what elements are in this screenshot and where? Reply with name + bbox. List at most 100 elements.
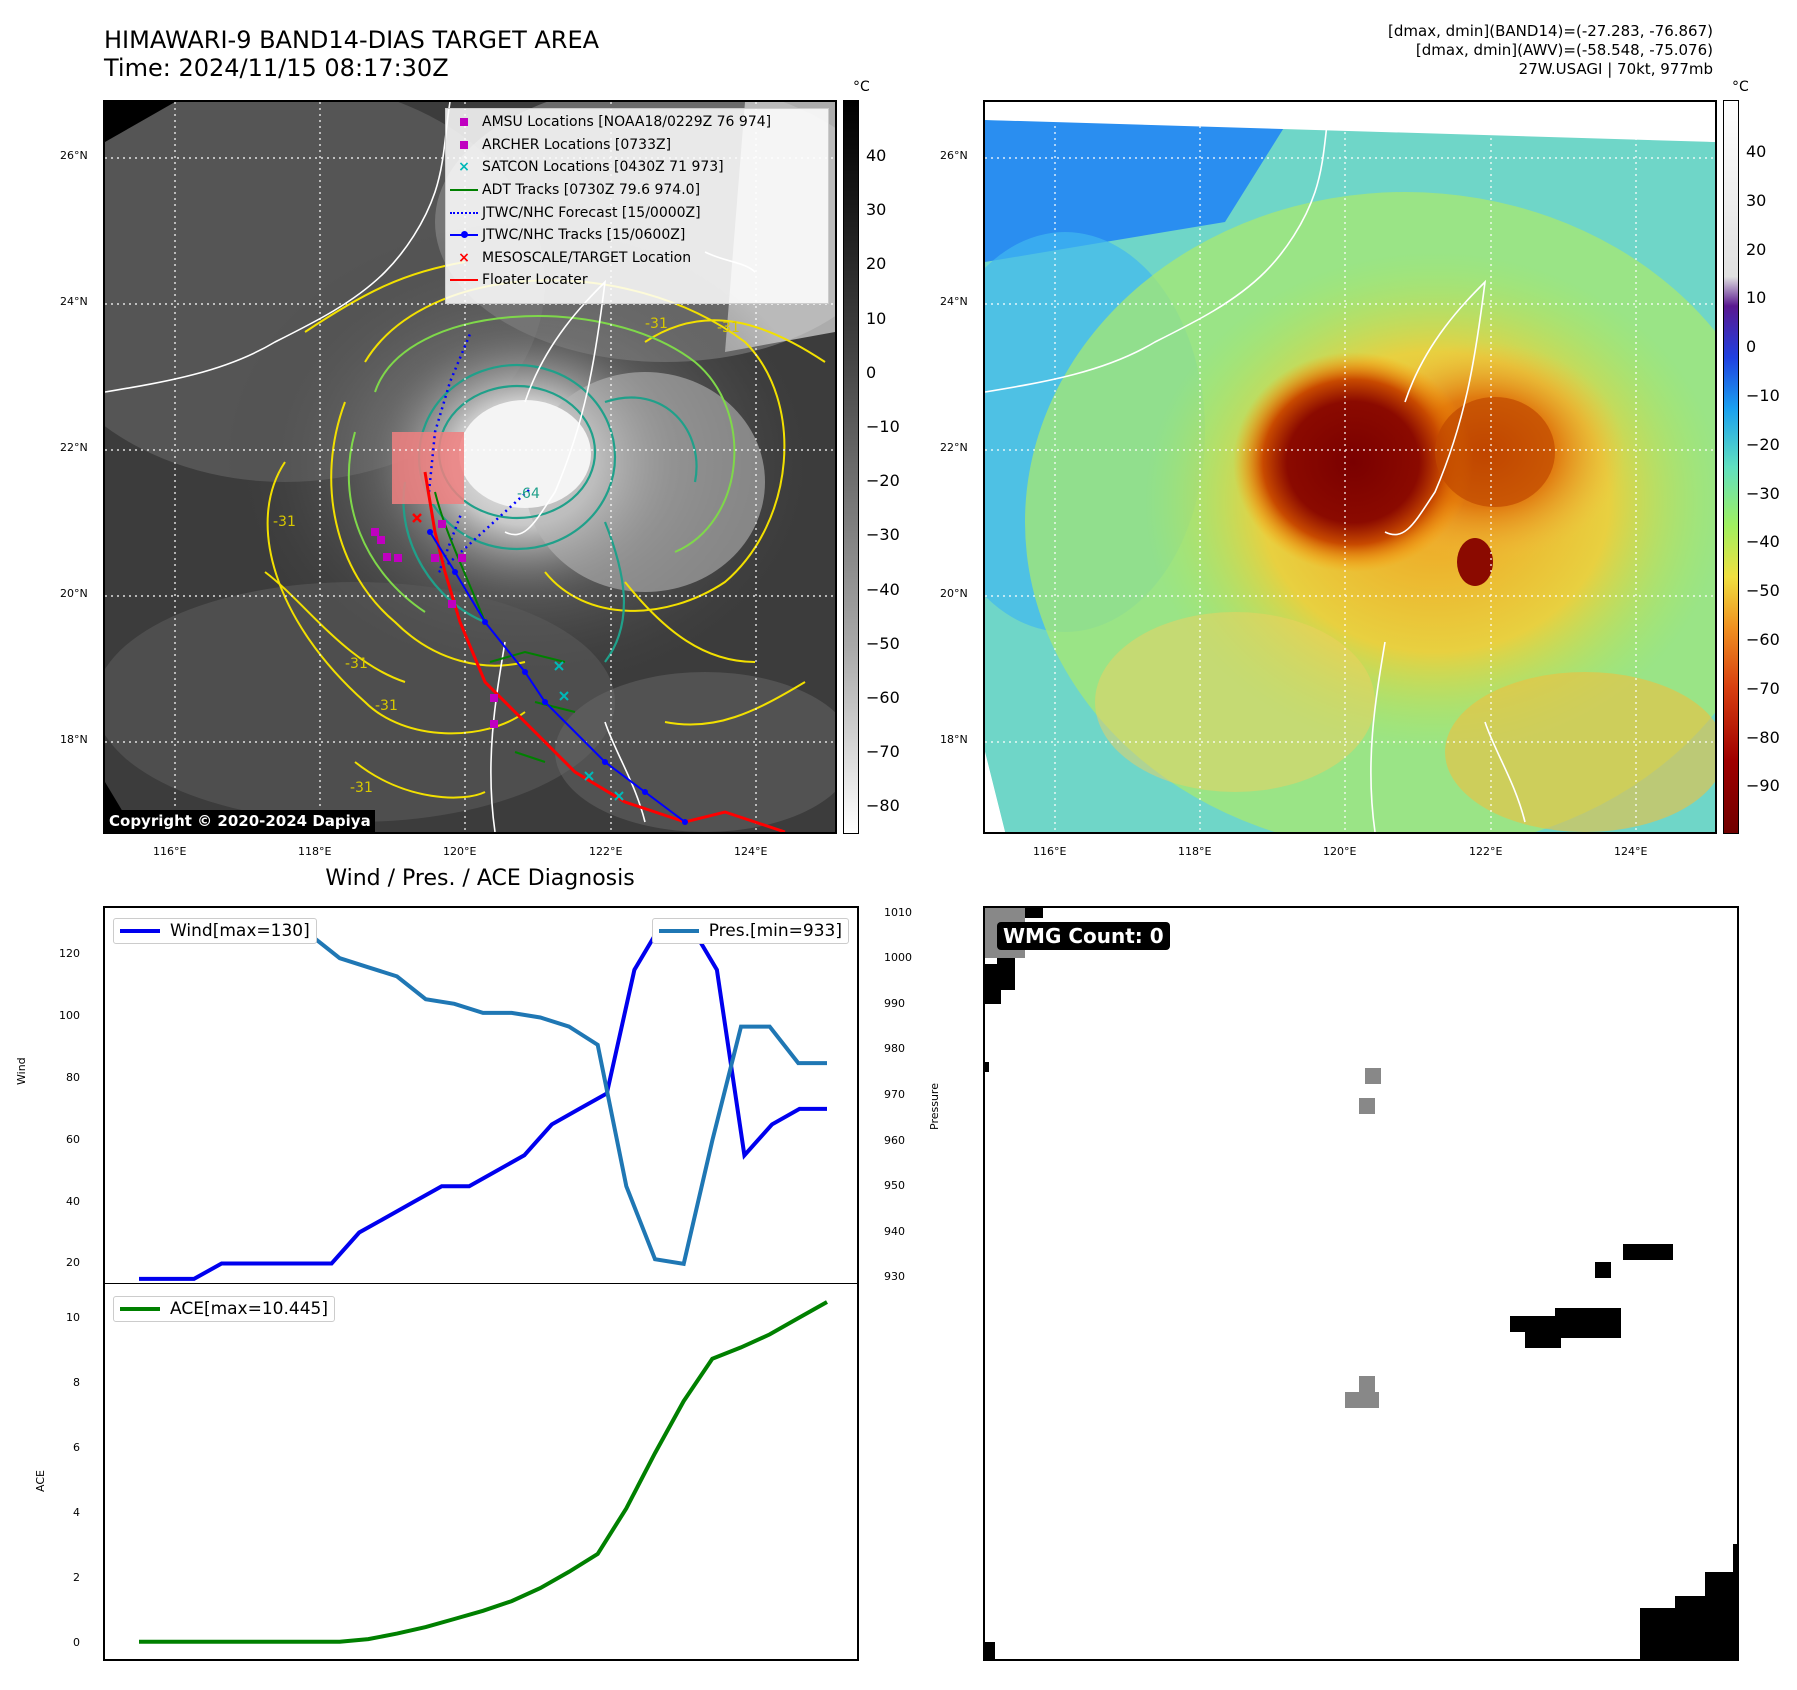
- legend-item: Floater Locater: [446, 269, 828, 292]
- legend-label: Floater Locater: [482, 272, 588, 289]
- color-coastline: [985, 102, 1526, 832]
- colorbar-tick-label: 10: [866, 308, 887, 328]
- lon-label: 122°E: [589, 845, 623, 858]
- axis-tick-label: 980: [884, 1042, 905, 1056]
- target-location-marker: [412, 513, 422, 523]
- axis-tick-label: 2: [73, 1570, 80, 1584]
- lon-label: 120°E: [443, 845, 477, 858]
- colorbar-tick-label: −80: [1746, 727, 1780, 747]
- colorbar-tick-label: 30: [1746, 190, 1767, 210]
- map-legend: AMSU Locations [NOAA18/0229Z 76 974] ARCH…: [445, 108, 829, 304]
- legend-item: × SATCON Locations [0430Z 71 973]: [446, 156, 828, 179]
- colorbar-tick-label: 40: [866, 146, 887, 165]
- lon-label: 124°E: [1614, 845, 1648, 858]
- wmg-panel: WMG Count: 0: [983, 906, 1739, 1661]
- axis-tick-label: 1000: [884, 951, 912, 965]
- lon-label: 122°E: [1469, 845, 1503, 858]
- satcon-points: [554, 661, 624, 801]
- ir-map-panel: -31 -31 -31 -31 -31 -31 -64 AMSU Locatio…: [103, 100, 837, 834]
- ace-svg: [139, 1300, 828, 1644]
- pres-legend-label: Pres.[min=933]: [708, 921, 842, 941]
- diagnosis-title: Wind / Pres. / ACE Diagnosis: [325, 866, 635, 891]
- contour-label: -31: [345, 656, 368, 672]
- wind-pres-svg: [139, 919, 827, 1281]
- axis-tick-label: 100: [59, 1009, 80, 1023]
- wmg-gray-cells: [985, 908, 1381, 1408]
- colorbar-tick-label: −60: [866, 688, 900, 707]
- legend-label: JTWC/NHC Forecast [15/0000Z]: [482, 204, 701, 221]
- legend-label: ADT Tracks [0730Z 79.6 974.0]: [482, 182, 701, 199]
- lat-label: 18°N: [940, 733, 968, 746]
- axis-tick-label: 20: [66, 1256, 80, 1270]
- lat-label: 26°N: [940, 149, 968, 162]
- colorbar-tick-label: 0: [1746, 337, 1757, 357]
- awv-range: [dmax, dmin](AWV)=(-58.548, -75.076): [1415, 41, 1713, 59]
- contour-label-inner: -64: [517, 486, 540, 502]
- color-colorbar-unit: °C: [1732, 79, 1749, 95]
- colorbar-tick-label: 30: [866, 200, 887, 220]
- jtwc-track-points: [427, 529, 688, 825]
- ace-axis-label: ACE: [34, 1470, 47, 1492]
- color-map-grid: [985, 102, 1715, 832]
- axis-tick-label: 990: [884, 996, 905, 1010]
- copyright-label: Copyright © 2020-2024 Dapiya: [105, 810, 375, 832]
- colorbar-tick-label: −30: [866, 525, 900, 545]
- cyan-x-icon: ×: [458, 159, 470, 176]
- jtwc-forecast-track: [437, 489, 530, 573]
- contour-label: -31: [375, 698, 398, 714]
- archer-amsu-points: [371, 520, 498, 728]
- axis-tick-label: 6: [73, 1440, 80, 1454]
- lat-label: 18°N: [60, 733, 88, 746]
- band14-range: [dmax, dmin](BAND14)=(-27.283, -76.867): [1388, 22, 1713, 40]
- lon-label: 116°E: [1033, 845, 1067, 858]
- lat-label: 22°N: [60, 441, 88, 454]
- page-time: Time: 2024/11/15 08:17:30Z: [104, 54, 449, 82]
- colorbar-tick-label: 10: [1746, 288, 1767, 308]
- legend-item: AMSU Locations [NOAA18/0229Z 76 974]: [446, 111, 828, 134]
- colorbar-tick-label: 0: [866, 362, 877, 382]
- adt-tracks: [434, 491, 576, 763]
- colorbar-tick-label: −40: [866, 579, 900, 599]
- lat-label: 20°N: [60, 587, 88, 600]
- lat-label: 24°N: [60, 295, 88, 308]
- legend-label: ARCHER Locations [0733Z]: [482, 136, 672, 153]
- lon-label: 118°E: [1178, 845, 1212, 858]
- magenta-square-icon: [446, 138, 482, 152]
- lat-label: 20°N: [940, 587, 968, 600]
- lat-label: 22°N: [940, 441, 968, 454]
- colorbar-tick-label: 20: [1746, 239, 1767, 259]
- color-map-svg: [985, 102, 1715, 832]
- axis-tick-label: 0: [73, 1635, 80, 1649]
- legend-item: JTWC/NHC Tracks [15/0600Z]: [446, 224, 828, 247]
- red-x-icon: ×: [458, 249, 470, 266]
- blue-dotted-line-icon: [446, 206, 482, 220]
- legend-label: SATCON Locations [0430Z 71 973]: [482, 159, 724, 176]
- contour-label: -31: [717, 320, 740, 336]
- ir-colorbar-unit: °C: [853, 79, 870, 95]
- pressure-series-line: [139, 919, 827, 1267]
- contour-light-green: [347, 315, 736, 613]
- axis-tick-label: 120: [59, 947, 80, 961]
- ace-legend-label: ACE[max=10.445]: [170, 1299, 328, 1319]
- blue-dot-line-icon: [446, 228, 482, 242]
- lon-label: 120°E: [1323, 845, 1357, 858]
- axis-tick-label: 960: [884, 1133, 905, 1147]
- axis-tick-label: 4: [73, 1505, 80, 1519]
- pres-legend: Pres.[min=933]: [651, 918, 849, 944]
- colorbar-tick-label: −40: [1746, 532, 1780, 552]
- colorbar-tick-label: −50: [866, 633, 900, 653]
- storm-info: 27W.USAGI | 70kt, 977mb: [1518, 60, 1713, 78]
- lat-label: 24°N: [940, 295, 968, 308]
- colorbar-tick-label: −90: [1746, 776, 1780, 796]
- colorbar-tick-label: −70: [1746, 678, 1780, 698]
- colorbar-tick-label: −10: [1746, 386, 1780, 405]
- legend-label: JTWC/NHC Tracks [15/0600Z]: [482, 227, 686, 244]
- axis-tick-label: 60: [66, 1132, 80, 1146]
- legend-item: × MESOSCALE/TARGET Location: [446, 247, 828, 270]
- legend-item: JTWC/NHC Forecast [15/0000Z]: [446, 201, 828, 224]
- axis-tick-label: 970: [884, 1088, 905, 1101]
- legend-label: AMSU Locations [NOAA18/0229Z 76 974]: [482, 114, 772, 131]
- ace-series-line: [139, 1300, 828, 1644]
- axis-tick-label: 940: [884, 1224, 905, 1238]
- wmg-svg: [985, 908, 1737, 1659]
